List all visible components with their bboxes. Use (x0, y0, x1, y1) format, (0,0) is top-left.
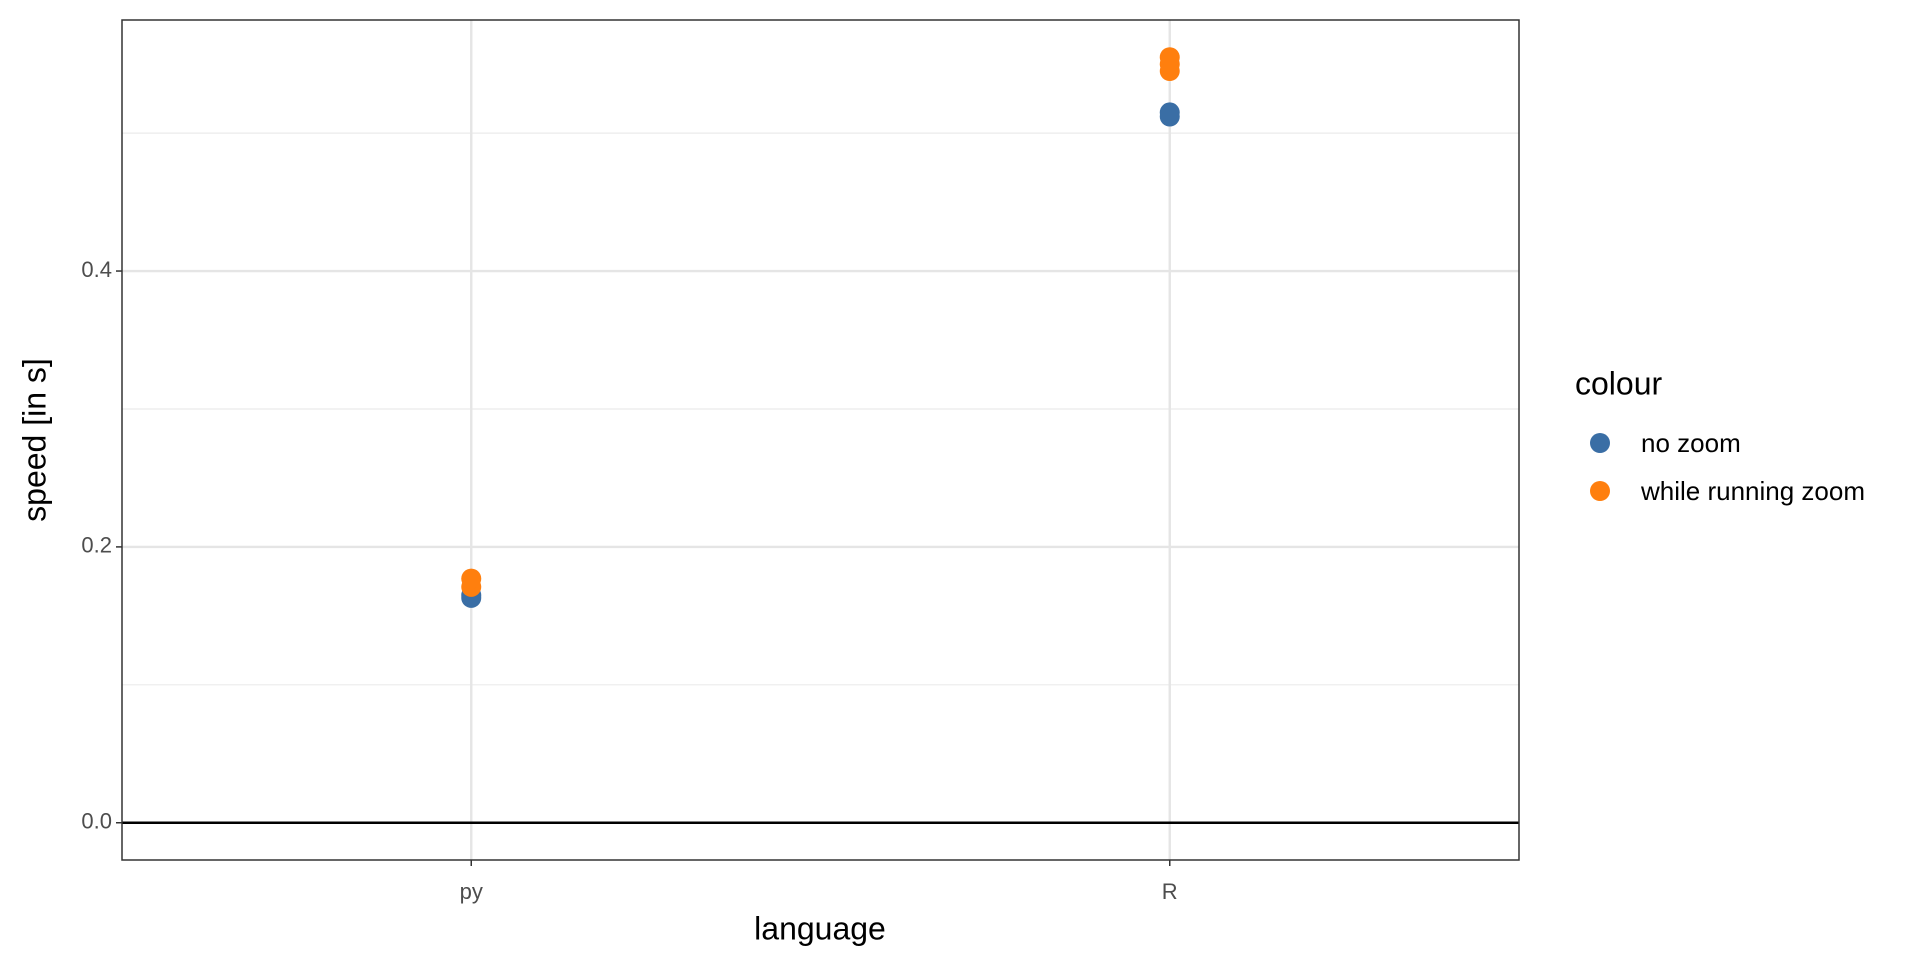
y-tick-label: 0.2 (81, 533, 112, 558)
legend-label: no zoom (1641, 428, 1741, 458)
x-tick-label: py (460, 879, 483, 904)
legend-marker (1590, 433, 1610, 453)
legend-marker (1590, 481, 1610, 501)
panel-background (122, 20, 1519, 860)
point (461, 568, 482, 589)
y-tick-label: 0.4 (81, 257, 112, 282)
x-tick-label: R (1162, 879, 1178, 904)
y-tick-label: 0.0 (81, 809, 112, 834)
point (1159, 47, 1180, 68)
panel-border (121, 19, 1520, 861)
y-axis-title: speed [in s] (16, 358, 52, 522)
legend-title: colour (1575, 365, 1663, 401)
x-axis-title: language (754, 910, 886, 946)
legend-label: while running zoom (1640, 476, 1865, 506)
point (1159, 102, 1180, 123)
